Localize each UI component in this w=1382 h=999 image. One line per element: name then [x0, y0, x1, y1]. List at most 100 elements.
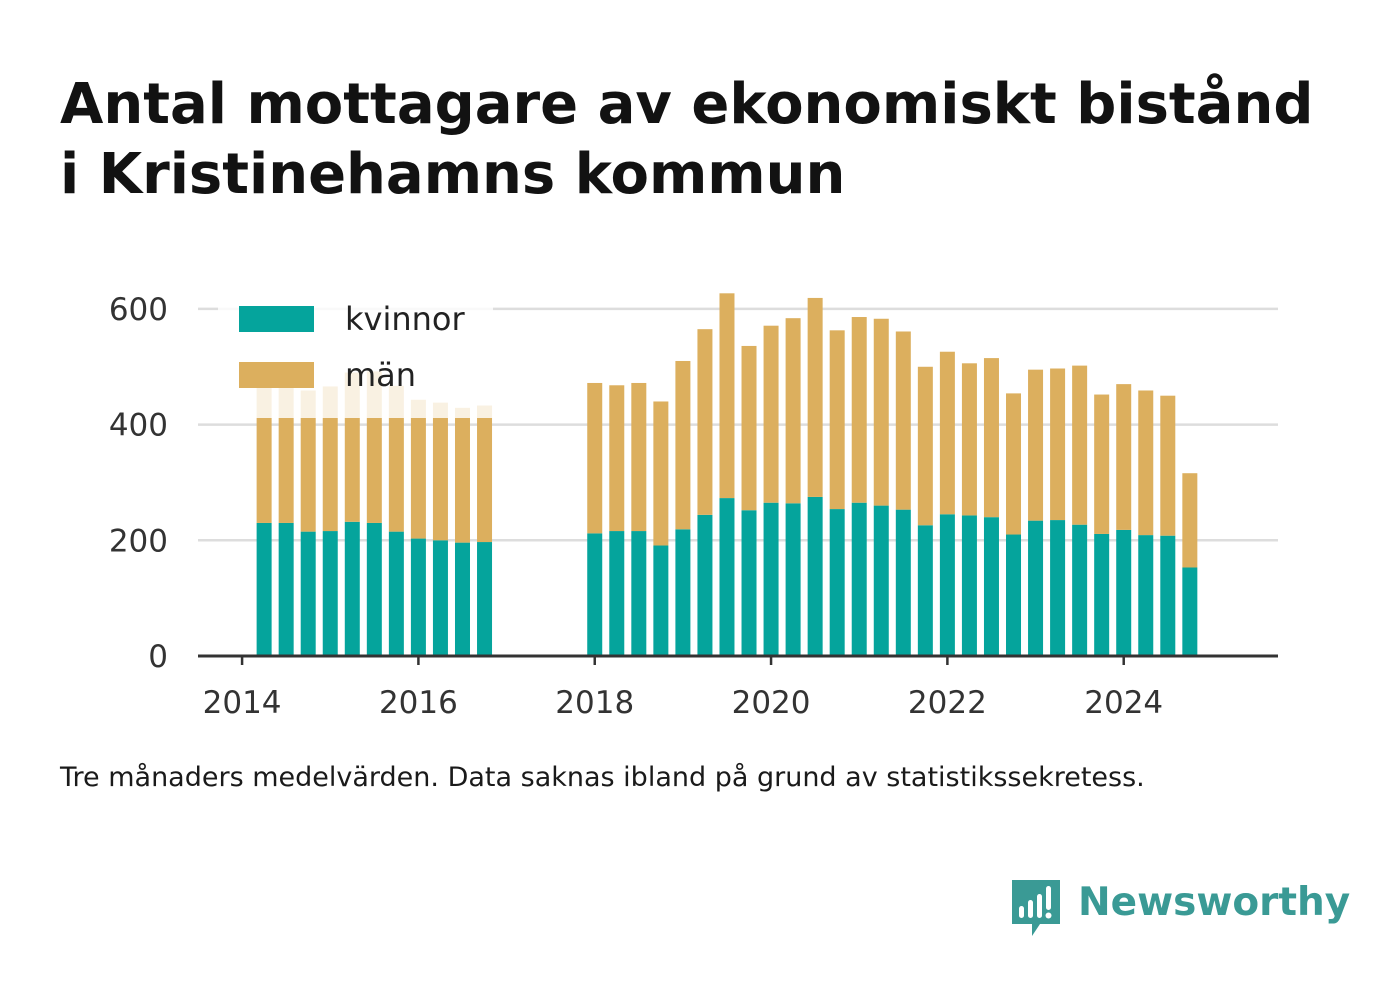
bar-kvinnor: [873, 505, 889, 656]
brand-logo: Newsworthy: [1010, 878, 1350, 942]
bar-kvinnor: [300, 531, 316, 656]
bar-man: [631, 382, 647, 532]
bar-kvinnor: [1006, 534, 1022, 656]
bar-kvinnor: [917, 525, 933, 656]
bar-kvinnor: [697, 514, 713, 656]
bars: [256, 293, 1198, 656]
bar-man: [675, 360, 691, 530]
bar-man: [1094, 394, 1110, 534]
bar-kvinnor: [1094, 533, 1110, 656]
bar-man: [454, 407, 470, 543]
bar-kvinnor: [366, 522, 382, 656]
bar-kvinnor: [653, 545, 669, 656]
bar-man: [873, 318, 889, 506]
bar-kvinnor: [829, 509, 845, 656]
bar-man: [939, 351, 955, 515]
bar-man: [1050, 368, 1066, 521]
bar-kvinnor: [961, 515, 977, 656]
bar-kvinnor: [609, 531, 625, 656]
x-tick-label: 2024: [1084, 685, 1163, 721]
brand-name: Newsworthy: [1078, 880, 1351, 925]
chart-title-line-2: i Kristinehamns kommun: [60, 142, 846, 207]
bar-kvinnor: [477, 542, 493, 656]
bar-kvinnor: [587, 533, 603, 656]
bar-man: [851, 317, 867, 503]
legend: kvinnor män: [218, 290, 493, 418]
bar-man: [1028, 369, 1044, 521]
bar-man: [410, 399, 426, 539]
y-axis-ticks: 0 200 400 600: [109, 292, 168, 675]
bar-kvinnor: [410, 538, 426, 656]
bar-man: [388, 385, 404, 532]
bar-man: [1006, 393, 1022, 535]
bar-man: [719, 293, 735, 499]
bar-man: [917, 366, 933, 526]
bar-kvinnor: [322, 531, 338, 656]
bar-man: [829, 330, 845, 510]
bar-kvinnor: [278, 522, 294, 656]
bar-kvinnor: [454, 542, 470, 656]
bar-man: [697, 329, 713, 515]
bar-kvinnor: [432, 540, 448, 656]
bar-man: [961, 363, 977, 516]
bar-man: [807, 297, 823, 497]
bar-man: [322, 386, 338, 532]
x-tick-label: 2016: [379, 685, 458, 721]
bar-man: [609, 385, 625, 532]
bar-kvinnor: [763, 502, 779, 656]
bar-kvinnor: [785, 503, 801, 656]
y-tick-label: 400: [109, 408, 168, 444]
chart-title-line-1: Antal mottagare av ekonomiskt bistånd: [60, 72, 1314, 137]
bar-man: [1182, 473, 1198, 568]
legend-swatch-kvinnor: [239, 306, 314, 332]
legend-label-man: män: [345, 356, 416, 394]
x-tick-label: 2022: [908, 685, 987, 721]
x-axis-ticks: 2014 2016 2018 2020 2022 2024: [203, 656, 1163, 721]
bar-man: [895, 331, 911, 510]
bar-man: [785, 318, 801, 504]
bar-man: [300, 390, 316, 532]
bar-kvinnor: [1116, 529, 1132, 656]
bar-kvinnor: [741, 510, 757, 656]
bar-kvinnor: [675, 529, 691, 656]
bar-kvinnor: [1028, 520, 1044, 656]
bar-man: [587, 382, 603, 534]
bar-kvinnor: [807, 496, 823, 656]
bar-kvinnor: [939, 514, 955, 656]
bar-man: [763, 325, 779, 503]
newsworthy-logo-icon: [1012, 880, 1060, 936]
bar-kvinnor: [388, 531, 404, 656]
bar-kvinnor: [719, 498, 735, 656]
x-tick-label: 2020: [732, 685, 811, 721]
bar-kvinnor: [344, 521, 360, 656]
bar-kvinnor: [983, 517, 999, 656]
chart-title: Antal mottagare av ekonomiskt bistånd i …: [60, 70, 1340, 210]
bar-man: [432, 402, 448, 541]
bar-man: [653, 401, 669, 546]
y-tick-label: 0: [148, 639, 168, 675]
bar-man: [1072, 365, 1088, 525]
y-tick-label: 600: [109, 292, 168, 328]
bar-kvinnor: [1182, 567, 1198, 656]
footnote: Tre månaders medelvärden. Data saknas ib…: [60, 762, 1145, 793]
x-tick-label: 2018: [555, 685, 634, 721]
bar-man: [741, 345, 757, 511]
legend-swatch-man: [239, 362, 314, 388]
bar-kvinnor: [1160, 535, 1176, 656]
x-tick-label: 2014: [203, 685, 282, 721]
bar-kvinnor: [631, 531, 647, 656]
bar-man: [477, 405, 493, 543]
y-tick-label: 200: [109, 523, 168, 559]
bar-kvinnor: [1072, 524, 1088, 656]
bar-kvinnor: [851, 502, 867, 656]
legend-label-kvinnor: kvinnor: [345, 300, 466, 338]
bar-man: [983, 358, 999, 518]
bar-kvinnor: [256, 522, 272, 656]
bar-man: [1160, 395, 1176, 536]
bar-man: [1116, 384, 1132, 530]
bar-man: [1138, 390, 1154, 536]
bar-kvinnor: [1050, 520, 1066, 656]
bar-kvinnor: [895, 509, 911, 656]
bar-kvinnor: [1138, 535, 1154, 656]
